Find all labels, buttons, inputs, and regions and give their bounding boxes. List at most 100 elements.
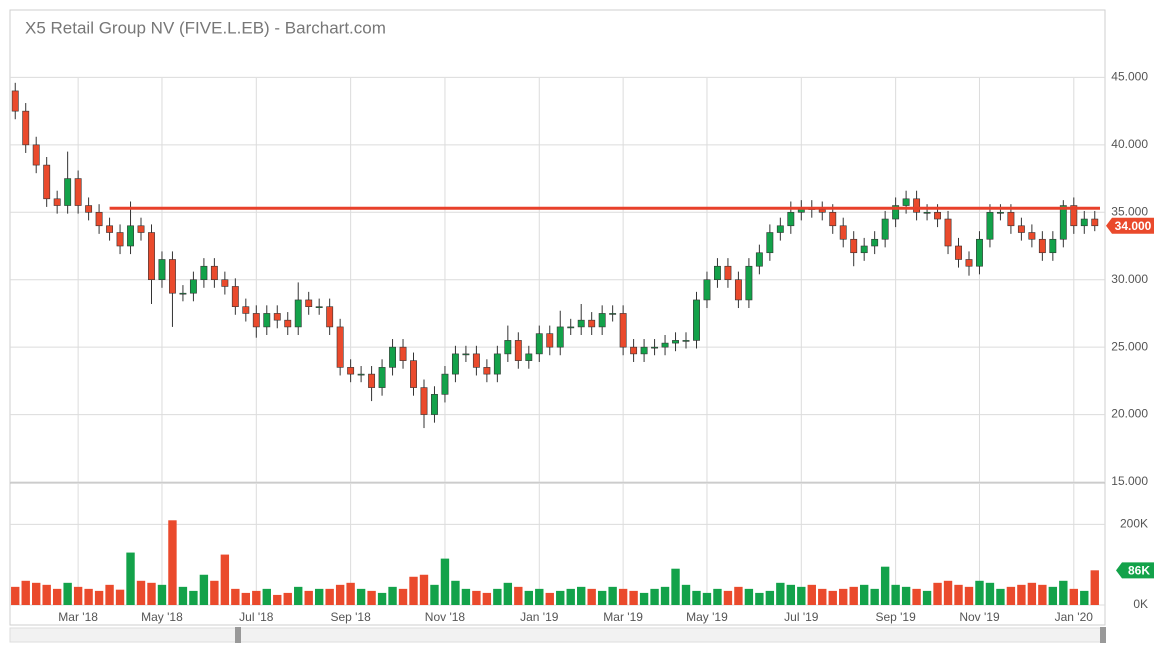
candle-body bbox=[525, 353, 533, 361]
volume-bar bbox=[335, 584, 345, 605]
volume-bar bbox=[629, 590, 638, 605]
volume-bar bbox=[168, 520, 177, 605]
volume-bar bbox=[52, 588, 62, 605]
volume-bar bbox=[639, 592, 649, 605]
y-tick-label: 30.000 bbox=[1111, 272, 1148, 286]
candle-body bbox=[567, 326, 575, 329]
volume-bar bbox=[63, 582, 72, 605]
candle-body bbox=[378, 367, 386, 388]
candle-body bbox=[127, 225, 134, 247]
candle-body bbox=[263, 313, 271, 328]
candle-body bbox=[1017, 225, 1025, 233]
volume-bar bbox=[252, 590, 261, 605]
candle-body bbox=[1080, 218, 1088, 227]
candle-body bbox=[305, 299, 313, 307]
volume-bar bbox=[115, 589, 125, 605]
candle-body bbox=[850, 238, 858, 254]
x-tick-label: May '18 bbox=[141, 610, 183, 624]
candle-body bbox=[179, 292, 187, 295]
scrollbar[interactable] bbox=[9, 627, 1106, 643]
candle-body bbox=[1070, 205, 1078, 227]
candle-body bbox=[976, 238, 983, 267]
candle-body bbox=[829, 211, 837, 227]
y-tick-label: 25.000 bbox=[1111, 339, 1148, 353]
candle-body bbox=[504, 340, 512, 355]
volume-bar bbox=[702, 592, 712, 605]
volume-bar bbox=[1048, 586, 1058, 605]
candle-body bbox=[1007, 211, 1015, 227]
volume-bar bbox=[577, 586, 586, 605]
volume-tick-label: 0K bbox=[1133, 597, 1148, 611]
volume-bar bbox=[241, 592, 251, 605]
candle-body bbox=[200, 265, 208, 281]
volume-bar bbox=[524, 590, 533, 605]
volume-bar bbox=[126, 552, 135, 605]
y-tick-label: 45.000 bbox=[1111, 70, 1148, 84]
candle-body bbox=[955, 245, 962, 260]
volume-bar bbox=[723, 590, 733, 605]
candle-body bbox=[451, 353, 459, 375]
volume-bar bbox=[975, 580, 984, 605]
volume-bar bbox=[325, 588, 334, 605]
volume-tick-label: 200K bbox=[1120, 517, 1148, 531]
candle-body bbox=[619, 313, 627, 348]
volume-bar bbox=[1038, 584, 1047, 605]
x-tick-label: Jan '20 bbox=[1055, 610, 1094, 624]
volume-bar bbox=[985, 582, 995, 605]
volume-bar bbox=[21, 580, 30, 605]
scroll-handle[interactable] bbox=[235, 627, 241, 643]
candle-body bbox=[860, 245, 868, 254]
candle-body bbox=[284, 319, 292, 328]
price-badge-label: 34.000 bbox=[1115, 219, 1152, 233]
x-tick-label: Mar '19 bbox=[603, 610, 643, 624]
candle-body bbox=[651, 346, 659, 349]
y-tick-label: 35.000 bbox=[1111, 204, 1148, 218]
candle-body bbox=[965, 259, 973, 267]
volume-bar bbox=[671, 568, 680, 605]
volume-bar bbox=[94, 590, 104, 605]
volume-bar bbox=[797, 586, 806, 605]
candle-body bbox=[892, 205, 900, 220]
scroll-handle[interactable] bbox=[1100, 627, 1106, 643]
candle-body bbox=[871, 238, 879, 247]
candle-body bbox=[43, 164, 51, 200]
candle-body bbox=[95, 211, 103, 227]
volume-bar bbox=[388, 586, 397, 605]
volume-bar bbox=[891, 584, 900, 605]
candle-body bbox=[326, 306, 334, 328]
volume-bar bbox=[734, 586, 743, 605]
volume-bar bbox=[618, 588, 628, 605]
volume-bar bbox=[744, 588, 754, 605]
candle-body bbox=[294, 299, 302, 328]
candle-body bbox=[745, 265, 753, 301]
volume-bar bbox=[660, 586, 670, 605]
candle-body bbox=[703, 279, 711, 301]
x-tick-label: Mar '18 bbox=[58, 610, 98, 624]
volume-bar bbox=[786, 584, 796, 605]
candle-body bbox=[923, 211, 931, 214]
candle-body bbox=[934, 211, 941, 220]
candle-body bbox=[661, 342, 669, 348]
price-badge bbox=[1106, 217, 1154, 234]
x-tick-label: Jul '18 bbox=[239, 610, 274, 624]
candle-body bbox=[881, 218, 889, 240]
candle-body bbox=[630, 346, 638, 355]
volume-bar bbox=[409, 576, 418, 605]
volume-bar bbox=[1090, 570, 1099, 605]
candle-body bbox=[189, 279, 197, 294]
candle-body bbox=[766, 232, 774, 254]
y-tick-label: 20.000 bbox=[1111, 407, 1148, 421]
volume-bar bbox=[231, 588, 240, 605]
volume-bar bbox=[42, 584, 51, 605]
candle-body bbox=[410, 360, 417, 388]
candle-body bbox=[11, 90, 19, 112]
volume-bar bbox=[556, 590, 565, 605]
candle-body bbox=[640, 346, 648, 355]
candle-body bbox=[85, 205, 93, 213]
volume-bar bbox=[1059, 580, 1068, 605]
volume-bar bbox=[535, 588, 544, 605]
candle-body bbox=[462, 353, 470, 356]
candle-body bbox=[357, 373, 365, 376]
volume-badge bbox=[1116, 562, 1154, 579]
